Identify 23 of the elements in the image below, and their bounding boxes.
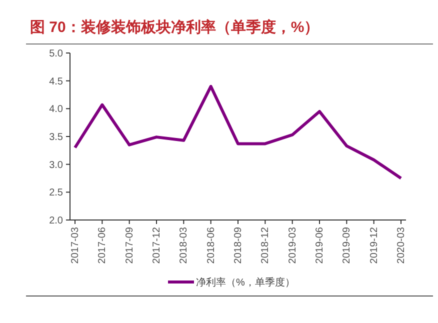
line-series [74, 84, 402, 180]
y-tick-label: 5.0 [49, 48, 64, 60]
x-tick-label: 2020-03 [396, 226, 407, 264]
y-tick-label: 3.5 [49, 132, 64, 143]
x-tick-label: 2017-09 [124, 226, 136, 264]
chart-title: 图 70：装修装饰板块净利率（单季度，%） [30, 18, 320, 36]
x-tick-label: 2019-12 [368, 226, 380, 264]
x-tick-label: 2017-03 [70, 226, 81, 264]
x-tick-label: 2019-09 [342, 226, 353, 264]
y-tick-label: 4.5 [49, 76, 64, 88]
y-tick-label: 2.5 [49, 188, 64, 199]
x-tick-label: 2018-09 [233, 226, 244, 264]
x-tick-label: 2018-12 [260, 226, 272, 264]
x-tick-label: 2018-06 [206, 226, 217, 264]
x-tick-label: 2019-03 [287, 226, 298, 264]
y-tick-label: 3.0 [49, 160, 64, 171]
x-tick-label: 2017-12 [152, 226, 162, 264]
legend-label: 净利率（%，单季度） [196, 276, 295, 288]
x-tick-label: 2019-06 [314, 226, 326, 264]
x-tick-label: 2017-06 [97, 226, 108, 264]
x-tick-label: 2018-03 [178, 226, 190, 264]
y-tick-label: 4.0 [49, 104, 64, 116]
y-tick-label: 2.0 [49, 216, 64, 226]
